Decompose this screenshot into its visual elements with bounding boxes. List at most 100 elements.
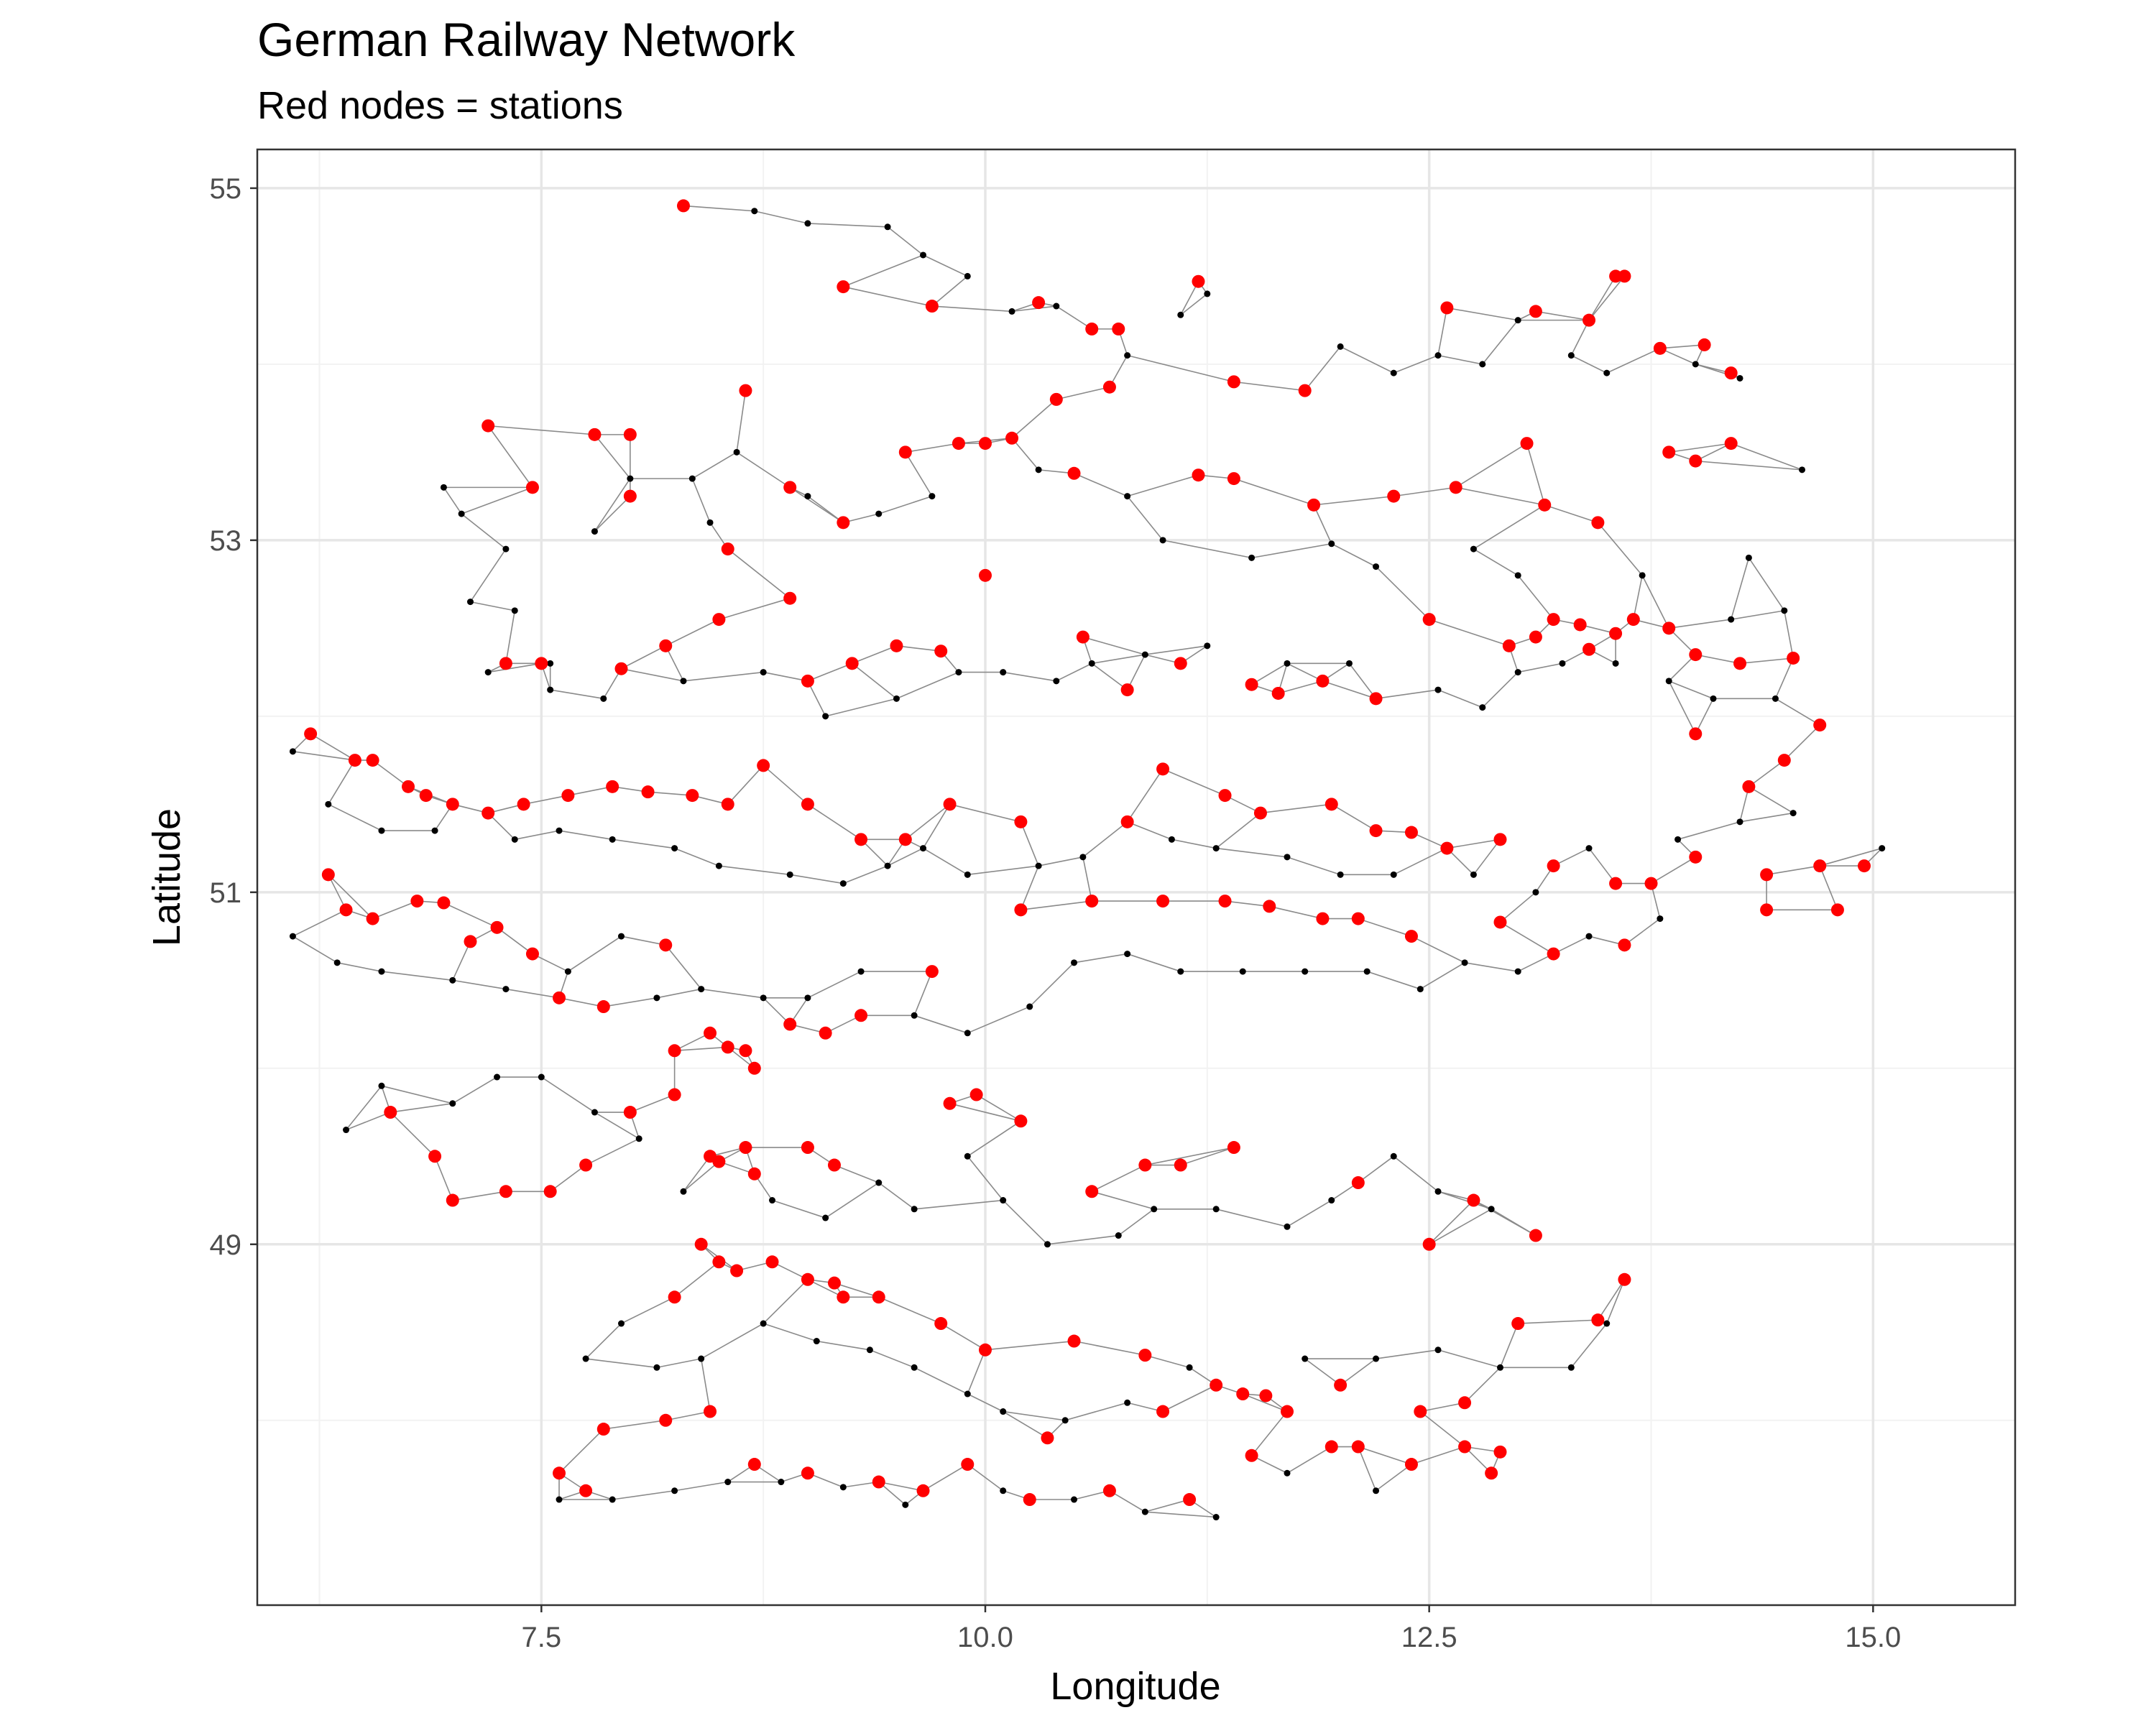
rail-edge <box>843 286 933 307</box>
station-node <box>482 419 495 433</box>
junction-node <box>1603 1320 1611 1327</box>
rail-edge <box>1162 1385 1217 1413</box>
junction-node <box>1284 1469 1291 1477</box>
junction-node <box>1337 871 1344 878</box>
junction-node <box>449 976 456 984</box>
station-node <box>827 1276 841 1290</box>
rail-edge <box>807 495 844 524</box>
rail-edge <box>585 1358 658 1369</box>
rail-edge <box>967 1393 1004 1413</box>
rail-edge <box>1091 1164 1146 1193</box>
rail-edge <box>1570 1323 1608 1368</box>
rail-edge <box>1669 619 1731 629</box>
junction-node <box>1461 959 1468 966</box>
rail-edge <box>1393 354 1439 374</box>
junction-node <box>1736 374 1743 382</box>
rail-edge <box>1250 1411 1288 1456</box>
rail-edge <box>1215 1209 1288 1228</box>
rail-edge <box>1375 566 1430 620</box>
junction-node <box>671 845 678 852</box>
junction-node <box>1212 1514 1220 1521</box>
rail-edge <box>790 874 844 884</box>
station-node <box>819 1026 832 1040</box>
junction-node <box>964 1390 971 1397</box>
chart-title: German Railway Network <box>257 13 796 66</box>
rail-edge <box>1056 305 1092 330</box>
rail-edge <box>701 1323 764 1359</box>
rail-edge <box>1633 575 1643 620</box>
rail-edge <box>1233 381 1305 392</box>
rail-edge <box>683 205 755 212</box>
rail-edge <box>1774 657 1794 699</box>
y-tick-label: 55 <box>210 173 242 205</box>
rail-edge <box>1393 847 1447 876</box>
rail-edge <box>1695 443 1732 462</box>
station-node <box>1404 1458 1418 1471</box>
rail-edge <box>1269 905 1323 920</box>
station-node <box>1174 657 1187 670</box>
junction-node <box>1345 660 1353 667</box>
junction-node <box>964 871 971 878</box>
station-node <box>1414 1405 1427 1418</box>
rail-edge <box>594 478 631 532</box>
rail-edge <box>665 944 702 990</box>
station-node <box>499 1185 512 1198</box>
junction-node <box>1470 545 1477 553</box>
rail-edge <box>754 210 808 224</box>
station-node <box>1245 1449 1258 1462</box>
rail-edge <box>719 865 791 876</box>
rail-edge <box>1127 953 1181 972</box>
rail-edge <box>1358 1155 1394 1183</box>
junction-node <box>1088 660 1095 667</box>
rail-edge <box>1180 293 1208 315</box>
station-node <box>1813 719 1827 732</box>
rail-edge <box>1340 1358 1377 1386</box>
station-node <box>1760 903 1774 917</box>
rail-edge <box>1695 460 1802 471</box>
junction-node <box>1204 290 1211 297</box>
rail-edge <box>1145 1354 1190 1369</box>
junction-node <box>1665 678 1672 685</box>
rail-edge <box>967 1006 1031 1034</box>
junction-node <box>1061 1417 1069 1424</box>
station-node <box>898 833 912 846</box>
rail-edge <box>443 902 497 928</box>
rail-edge <box>1109 1490 1146 1512</box>
junction-node <box>715 862 722 869</box>
y-tick-label: 53 <box>210 525 242 557</box>
rail-edge <box>558 1428 604 1474</box>
rail-edge <box>701 988 764 999</box>
rail-edge <box>558 997 604 1007</box>
rail-edge <box>1366 971 1421 990</box>
rail-edge <box>772 1261 808 1280</box>
station-node <box>1183 1493 1197 1507</box>
junction-node <box>920 845 927 852</box>
rail-edge <box>683 1155 711 1192</box>
junction-node <box>1879 845 1886 852</box>
station-node <box>1618 938 1631 952</box>
station-node <box>402 780 415 793</box>
rail-edge <box>1623 918 1661 946</box>
station-node <box>747 1061 761 1075</box>
junction-node <box>1212 845 1220 852</box>
station-node <box>1485 1466 1498 1480</box>
rail-edge <box>967 1155 1004 1201</box>
rail-edge <box>843 254 923 287</box>
junction-node <box>547 686 554 693</box>
junction-node <box>964 272 971 279</box>
station-node <box>1263 900 1276 913</box>
rail-edge <box>1419 1410 1465 1448</box>
station-node <box>1192 274 1205 288</box>
station-node <box>606 780 619 793</box>
station-node <box>596 1000 610 1014</box>
junction-node <box>1204 642 1211 650</box>
rail-edge <box>567 935 622 972</box>
station-node <box>1583 313 1596 327</box>
rail-edge <box>1011 438 1039 471</box>
junction-node <box>866 1346 873 1354</box>
station-node <box>668 1088 681 1101</box>
junction-node <box>1212 1206 1220 1213</box>
rail-edge <box>665 619 719 647</box>
rail-edge <box>1775 698 1820 726</box>
